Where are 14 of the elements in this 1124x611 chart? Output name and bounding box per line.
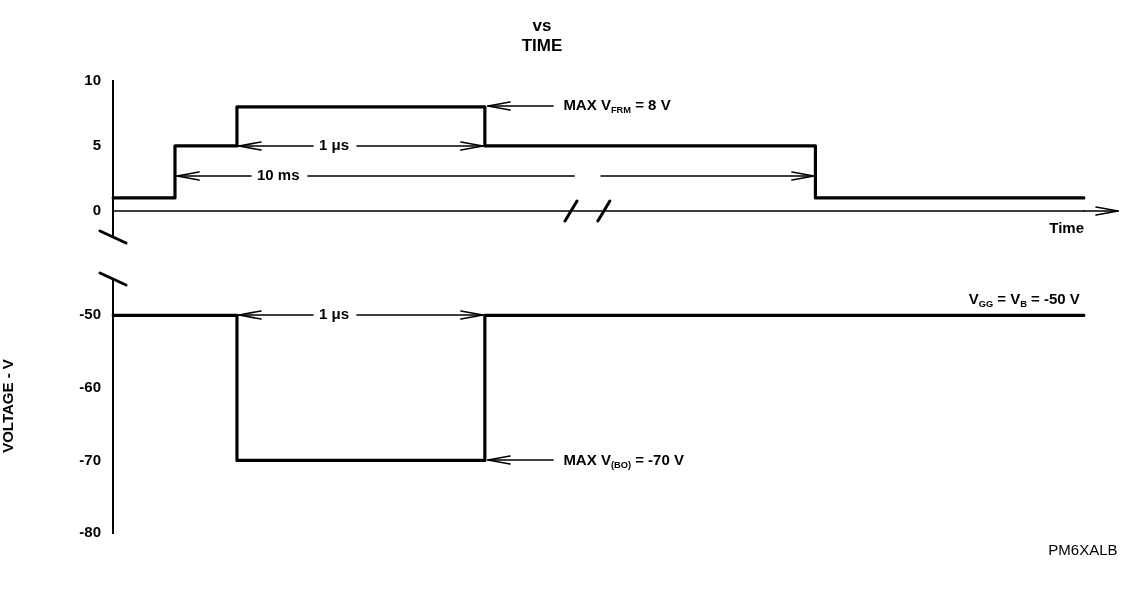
y-axis-title: VOLTAGE - V [0, 359, 17, 453]
y-tick-label: -50 [79, 305, 101, 323]
y-tick-label: -70 [79, 450, 101, 468]
text: PM6XALB [1048, 541, 1118, 559]
y-tick-label: 10 [84, 70, 101, 88]
chart-title: vs TIME [521, 15, 563, 56]
x-axis-title: Time [1049, 219, 1085, 237]
annotation: 1 μs [318, 305, 349, 323]
annotation: 10 ms [256, 165, 300, 183]
y-tick-label: 0 [92, 201, 101, 219]
annotation: 1 μs [318, 136, 349, 154]
y-tick-label: -60 [79, 378, 101, 395]
y-tick-label: -80 [79, 523, 101, 541]
y-tick-label: 5 [92, 136, 101, 154]
